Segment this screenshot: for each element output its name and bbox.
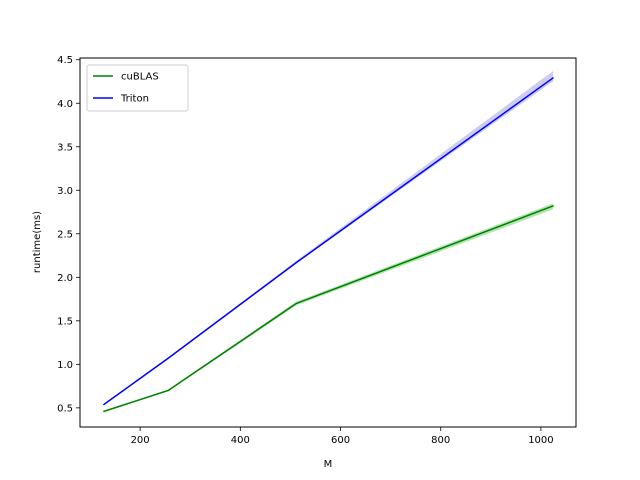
series-lines	[103, 76, 555, 413]
y-tick-label: 2.0	[57, 273, 73, 284]
y-tick-label: 4.0	[57, 99, 73, 110]
series-line-1	[103, 76, 555, 406]
x-tick-label: 200	[131, 435, 150, 446]
y-tick-label: 1.0	[57, 360, 73, 371]
x-tick-label: 1000	[528, 435, 553, 446]
series-band-0	[104, 203, 553, 413]
y-tick-label: 3.5	[57, 142, 73, 153]
series-line-0	[103, 204, 554, 413]
x-tick-label: 400	[231, 435, 250, 446]
y-tick-label: 1.5	[57, 316, 73, 327]
y-tick-label: 2.5	[57, 229, 73, 240]
y-axis-label: runtime(ms)	[32, 211, 43, 273]
y-tick-label: 4.5	[57, 55, 73, 66]
plot-frame	[79, 57, 577, 428]
y-tick-label: 0.5	[57, 403, 73, 414]
y-tick-label: 3.0	[57, 186, 73, 197]
x-tick-label: 600	[331, 435, 350, 446]
y-axis-ticks: 0.5 1.0 1.5 2.0 2.5 3.0 3.5 4.0 4.5	[57, 55, 80, 414]
x-axis-label: M	[324, 459, 333, 470]
legend-label-0: cuBLAS	[121, 72, 159, 83]
legend-label-1: Triton	[120, 94, 149, 105]
x-tick-label: 800	[431, 435, 450, 446]
legend: cuBLAS Triton	[86, 64, 189, 112]
x-axis-ticks: 200 400 600 800 1000	[131, 427, 554, 446]
